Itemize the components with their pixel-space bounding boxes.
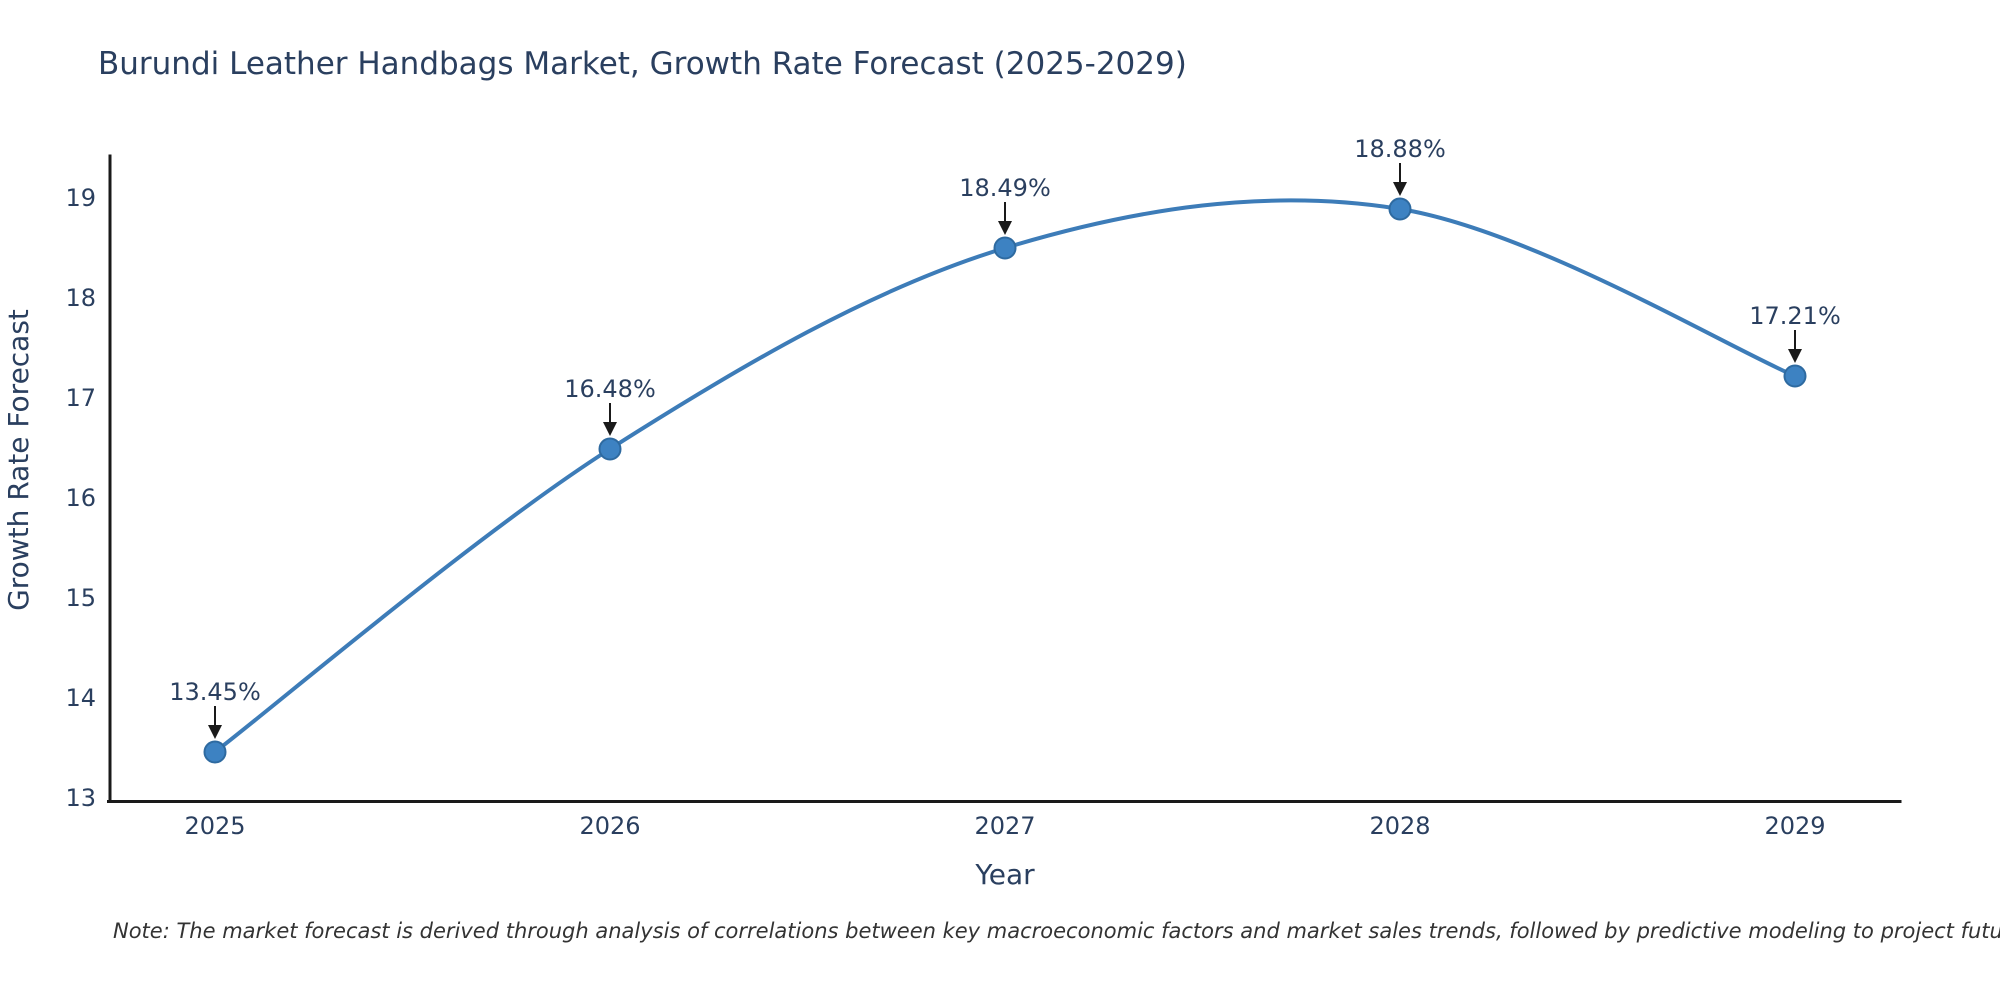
x-tick-2028: 2028	[1369, 812, 1430, 840]
data-markers	[203, 197, 1807, 764]
data-point-2029[interactable]	[1783, 364, 1807, 388]
y-axis-ticks: 13 14 15 16 17 18 19	[65, 184, 96, 812]
x-axis-ticks: 2025 2026 2027 2028 2029	[184, 812, 1825, 840]
annotation-arrowhead-icon	[208, 725, 222, 739]
x-tick-2027: 2027	[974, 812, 1035, 840]
annotation-arrowhead-icon	[1393, 182, 1407, 196]
point-label-2025: 13.45%	[169, 678, 261, 706]
data-point-2026[interactable]	[598, 437, 622, 461]
point-label-2026: 16.48%	[564, 375, 656, 403]
point-label-2028: 18.88%	[1354, 135, 1446, 163]
chart-title: Burundi Leather Handbags Market, Growth …	[98, 46, 1187, 82]
x-tick-2029: 2029	[1764, 812, 1825, 840]
y-tick-19: 19	[65, 184, 96, 212]
point-label-2029: 17.21%	[1749, 302, 1841, 330]
data-point-2027[interactable]	[993, 236, 1017, 260]
y-tick-13: 13	[65, 784, 96, 812]
point-annotations: 13.45% 16.48% 18.49% 18.88% 17.21%	[169, 135, 1841, 739]
y-tick-18: 18	[65, 284, 96, 312]
line-series	[213, 198, 1796, 754]
y-tick-14: 14	[65, 684, 96, 712]
data-point-2028[interactable]	[1388, 197, 1412, 221]
y-tick-15: 15	[65, 584, 96, 612]
forecast-line	[213, 198, 1796, 754]
point-label-2027: 18.49%	[959, 174, 1051, 202]
annotation-arrowhead-icon	[1788, 349, 1802, 363]
y-tick-17: 17	[65, 384, 96, 412]
x-tick-2026: 2026	[579, 812, 640, 840]
x-axis-title: Year	[974, 858, 1035, 891]
data-point-2025[interactable]	[203, 740, 227, 764]
x-tick-2025: 2025	[184, 812, 245, 840]
chart-footnote: Note: The market forecast is derived thr…	[113, 919, 2000, 943]
y-tick-16: 16	[65, 484, 96, 512]
annotation-arrowhead-icon	[998, 221, 1012, 235]
y-axis-title: Growth Rate Forecast	[2, 309, 35, 611]
axes	[107, 154, 1902, 803]
annotation-arrowhead-icon	[603, 422, 617, 436]
